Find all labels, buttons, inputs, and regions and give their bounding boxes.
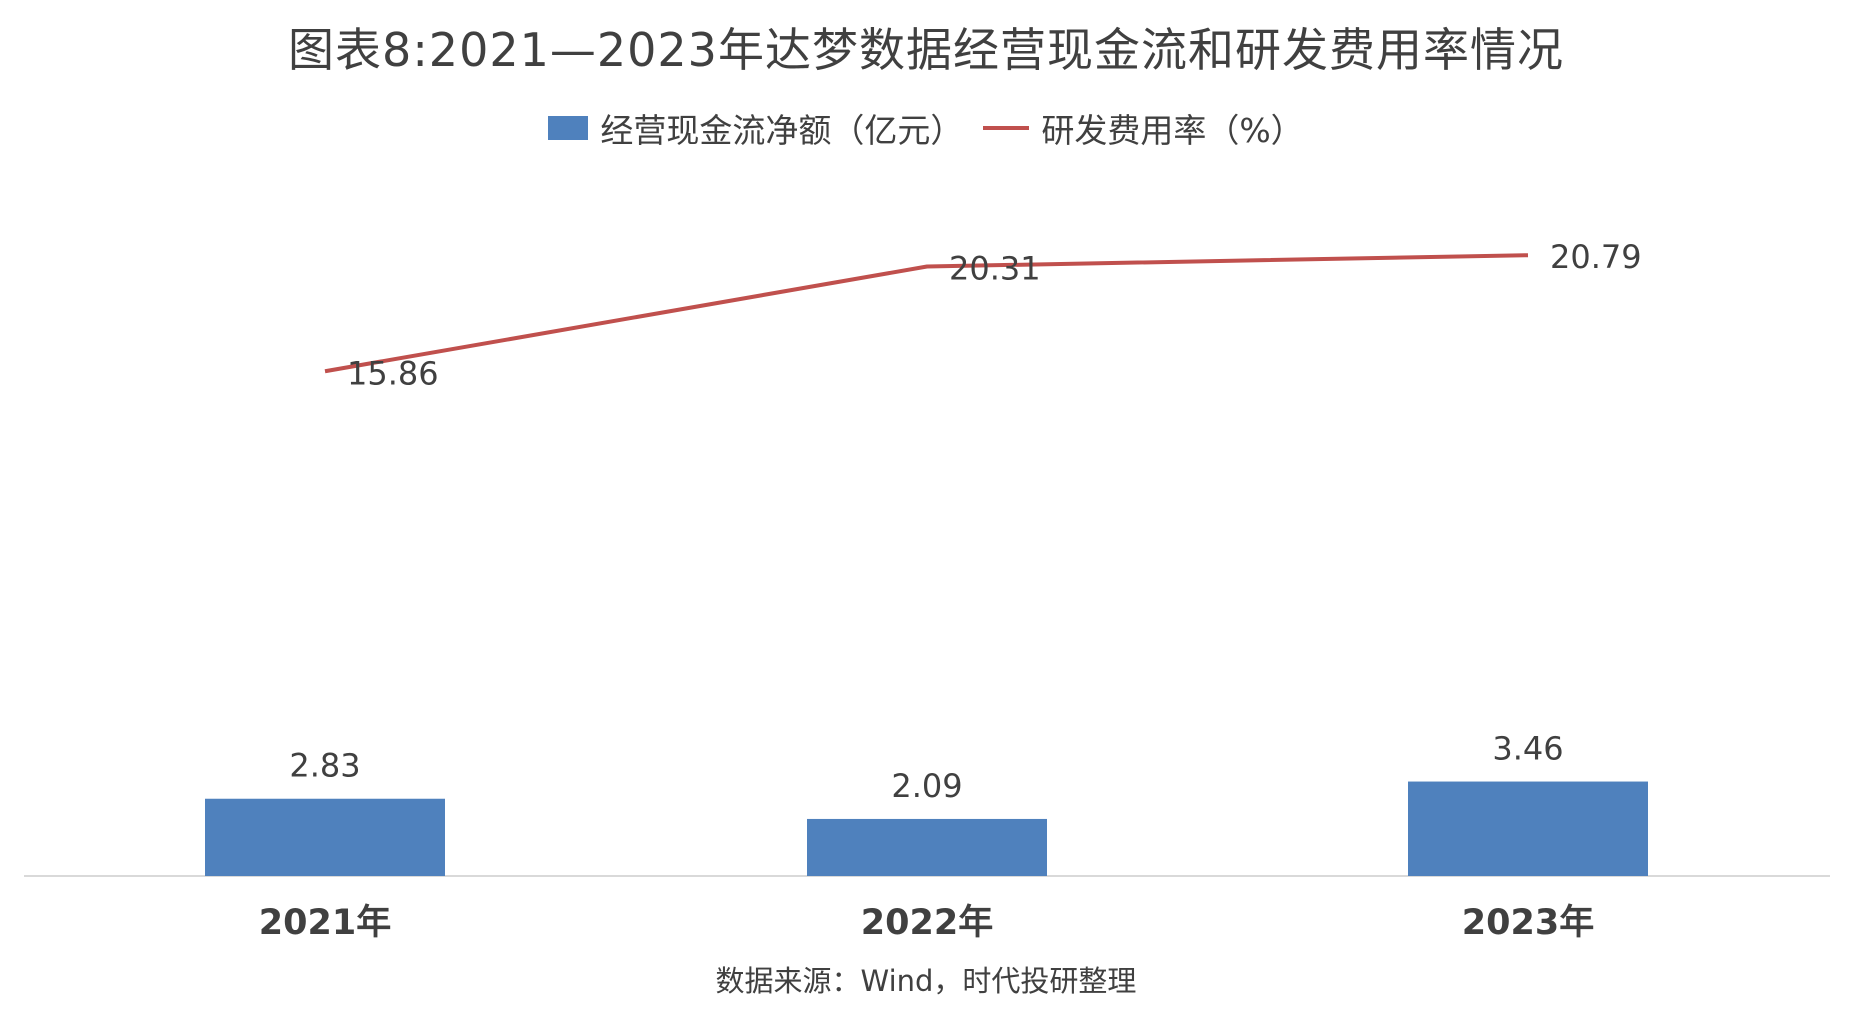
bar-value-label: 2.83 bbox=[289, 747, 360, 785]
chart-title: 图表8:2021—2023年达梦数据经营现金流和研发费用率情况 bbox=[288, 23, 1564, 77]
source-note: 数据来源：Wind，时代投研整理 bbox=[715, 964, 1137, 998]
bar-2023年 bbox=[1408, 781, 1648, 876]
legend-item-cashflow: 经营现金流净额（亿元） bbox=[548, 104, 963, 152]
legend-swatch-line bbox=[983, 126, 1030, 130]
x-tick-label: 2023年 bbox=[1462, 903, 1594, 943]
legend: 经营现金流净额（亿元） 研发费用率（%） bbox=[0, 104, 1852, 152]
line-value-label: 15.86 bbox=[347, 354, 439, 392]
rd-rate-line bbox=[324, 253, 1529, 374]
bar-2021年 bbox=[205, 798, 445, 876]
legend-label-rd-rate: 研发费用率（%） bbox=[1041, 111, 1304, 150]
x-tick-label: 2021年 bbox=[259, 903, 391, 943]
line-value-label: 20.31 bbox=[949, 250, 1041, 288]
bar-value-label: 2.09 bbox=[891, 767, 962, 805]
legend-swatch-bar bbox=[548, 116, 589, 140]
legend-item-rd-rate: 研发费用率（%） bbox=[983, 104, 1304, 152]
bar-value-label: 3.46 bbox=[1492, 730, 1563, 768]
bar-2022年 bbox=[807, 818, 1047, 876]
line-value-label: 20.79 bbox=[1550, 238, 1642, 276]
legend-label-cashflow: 经营现金流净额（亿元） bbox=[600, 111, 964, 150]
x-tick-label: 2022年 bbox=[861, 903, 993, 943]
